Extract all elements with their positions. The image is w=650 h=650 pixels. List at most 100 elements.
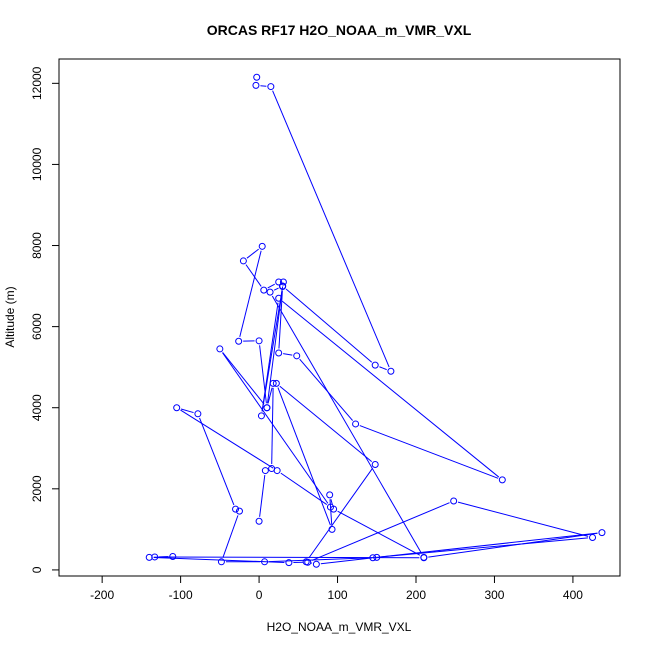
data-point — [420, 554, 428, 562]
series-segment — [267, 283, 275, 289]
y-axis-label: Altitude (m) — [3, 286, 17, 347]
y-tick-label: 0 — [30, 566, 44, 573]
data-point — [275, 294, 283, 302]
data-point — [257, 412, 265, 420]
data-point — [312, 560, 320, 568]
series-segment — [267, 387, 273, 404]
data-point — [293, 352, 301, 360]
series-segment — [259, 345, 267, 404]
data-point — [373, 553, 381, 561]
data-point — [285, 559, 293, 567]
series-segment — [377, 532, 598, 558]
data-point — [304, 558, 312, 566]
data-point — [263, 404, 271, 412]
data-point — [266, 288, 274, 296]
data-point — [326, 491, 334, 499]
data-point — [235, 337, 243, 345]
y-tick-label: 10000 — [30, 147, 44, 181]
x-axis-label: H2O_NOAA_m_VMR_VXL — [267, 620, 412, 634]
series-segment — [457, 501, 589, 537]
data-point — [235, 507, 243, 515]
y-tick-label: 8000 — [30, 232, 44, 259]
y-tick-label: 4000 — [30, 394, 44, 421]
series-segment — [283, 353, 293, 356]
data-point — [261, 467, 269, 475]
series-segment — [379, 366, 387, 371]
data-point — [498, 476, 506, 484]
data-point — [275, 278, 283, 286]
series-segment — [281, 300, 500, 478]
series-segment — [239, 250, 262, 337]
data-point — [169, 553, 177, 561]
data-point — [387, 367, 395, 375]
series-segment — [259, 474, 266, 517]
y-tick-label: 2000 — [30, 475, 44, 502]
data-point — [194, 410, 202, 418]
data-point — [261, 558, 269, 566]
series-segment — [280, 472, 328, 505]
data-point — [598, 529, 606, 537]
series-segment — [199, 417, 235, 506]
x-axis: -200 -100 0 100 200 300 400 — [90, 575, 583, 602]
x-tick-label: 100 — [328, 588, 348, 602]
data-point — [260, 286, 268, 294]
series-segment — [246, 248, 259, 259]
x-tick-label: 200 — [406, 588, 426, 602]
series-segment — [222, 352, 265, 405]
series-segment — [222, 352, 329, 504]
series-segment — [279, 385, 373, 463]
data-point — [589, 533, 597, 541]
data-point — [450, 497, 458, 505]
x-tick-label: -100 — [169, 588, 193, 602]
y-tick-label: 6000 — [30, 313, 44, 340]
series-segment — [222, 515, 239, 558]
series-points-group — [145, 73, 606, 568]
data-point — [275, 349, 283, 357]
data-point — [267, 83, 275, 91]
series-segment — [272, 90, 390, 368]
data-point — [268, 465, 276, 473]
series-segment — [359, 425, 499, 479]
series-segment — [337, 510, 421, 556]
data-point — [217, 558, 225, 566]
series-segment — [428, 532, 598, 558]
data-point — [216, 345, 224, 353]
data-point — [369, 554, 377, 562]
data-point — [255, 517, 263, 525]
series-segment — [299, 358, 354, 421]
chart-title: ORCAS RF17 H2O_NOAA_m_VMR_VXL — [207, 22, 472, 38]
data-point — [258, 242, 266, 250]
x-tick-label: -200 — [90, 588, 114, 602]
series-segment — [180, 409, 274, 469]
data-point — [279, 282, 287, 290]
series-segment — [308, 467, 374, 559]
series-segment — [311, 502, 450, 561]
data-point — [253, 73, 261, 81]
x-tick-label: 400 — [563, 588, 583, 602]
data-point — [279, 278, 287, 286]
data-point — [269, 379, 277, 387]
series-segment — [330, 499, 333, 505]
series-segment — [180, 408, 194, 414]
data-point — [326, 503, 334, 511]
series-segment — [271, 295, 423, 554]
data-point — [252, 81, 260, 89]
data-point — [371, 361, 379, 369]
data-point — [328, 525, 336, 533]
series-segment — [278, 290, 283, 349]
series-segment — [320, 557, 373, 565]
data-point — [232, 505, 240, 513]
series-segment — [285, 288, 373, 363]
data-point — [239, 257, 247, 265]
data-point — [173, 404, 181, 412]
series-segment — [381, 537, 589, 558]
data-point — [272, 379, 280, 387]
x-tick-label: 0 — [256, 588, 263, 602]
series-segment — [245, 264, 262, 287]
series-segment — [269, 557, 369, 563]
data-point — [255, 337, 263, 345]
series-segment — [271, 387, 274, 465]
data-point — [371, 460, 379, 468]
